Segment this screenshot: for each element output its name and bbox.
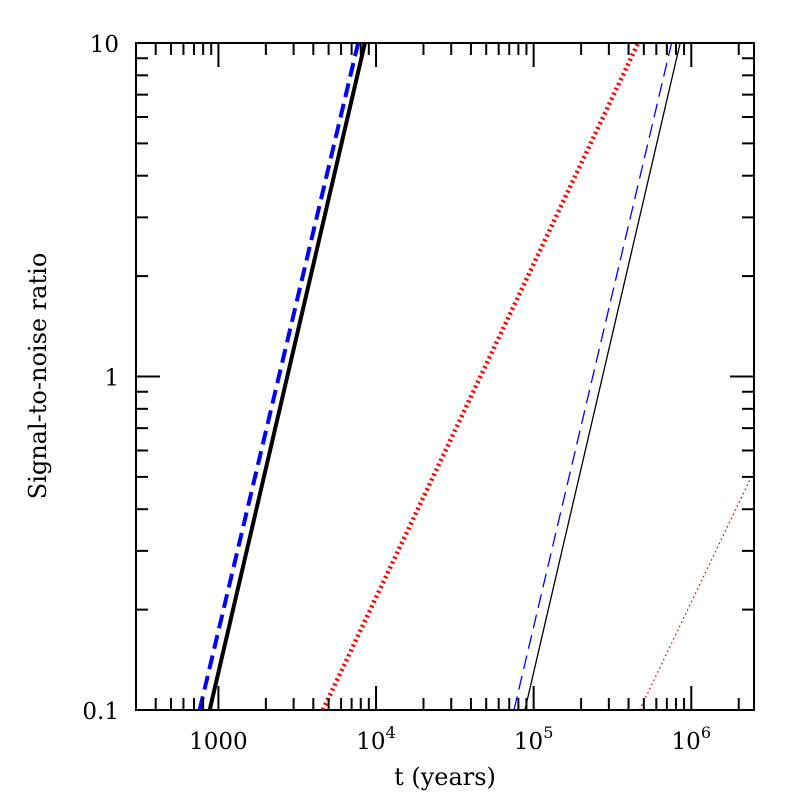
series-line-6 — [639, 470, 754, 710]
series-line-4 — [513, 43, 673, 710]
x-tick-label: 106 — [672, 723, 711, 755]
x-tick-label: 1000 — [189, 729, 248, 755]
plot-frame — [135, 42, 755, 711]
tick-label-layer: 1000 104 105 106 0.1 1 10 — [82, 32, 711, 755]
x-tick-label: 104 — [356, 723, 395, 755]
y-tick-label: 0.1 — [82, 699, 119, 725]
x-tick-label: 105 — [514, 723, 553, 755]
y-tick-label: 1 — [104, 366, 119, 392]
tick-layer — [135, 42, 754, 711]
y-tick-label: 10 — [90, 32, 119, 58]
series-line-5 — [524, 43, 681, 710]
series-line-3 — [320, 43, 641, 710]
series-line-1 — [197, 43, 361, 710]
x-axis-label: t (years) — [394, 763, 496, 791]
series-layer — [197, 43, 754, 710]
y-axis-label: Signal-to-noise ratio — [24, 253, 52, 500]
series-line-2 — [207, 43, 367, 710]
